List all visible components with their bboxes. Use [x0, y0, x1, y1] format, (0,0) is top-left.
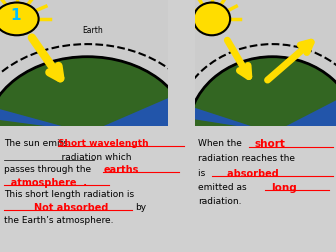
Circle shape — [194, 3, 230, 35]
Circle shape — [0, 57, 188, 208]
Text: When the: When the — [198, 139, 245, 148]
Text: Not absorbed: Not absorbed — [34, 203, 108, 213]
Text: emitted as: emitted as — [198, 183, 249, 192]
Text: 1: 1 — [10, 8, 20, 23]
Wedge shape — [188, 119, 272, 207]
Text: earths: earths — [103, 165, 139, 175]
Text: long: long — [271, 183, 297, 193]
Text: by: by — [135, 203, 146, 212]
Text: is: is — [198, 169, 208, 178]
Text: Earth: Earth — [82, 26, 103, 35]
Wedge shape — [0, 119, 87, 207]
Text: short: short — [254, 139, 285, 149]
Text: passes through the: passes through the — [4, 165, 94, 174]
Text: absorbed: absorbed — [217, 169, 289, 179]
Text: radiation.: radiation. — [198, 197, 241, 206]
Text: The sun emits: The sun emits — [4, 139, 71, 148]
Text: the Earth’s atmosphere.: the Earth’s atmosphere. — [4, 216, 113, 225]
Text: radiation reaches the: radiation reaches the — [198, 154, 295, 163]
Circle shape — [188, 57, 336, 208]
Text: radiation which: radiation which — [4, 153, 131, 162]
Text: Short wavelength: Short wavelength — [58, 139, 149, 148]
Wedge shape — [0, 57, 175, 132]
Text: atmosphere  .: atmosphere . — [4, 178, 87, 188]
Wedge shape — [193, 57, 336, 132]
Text: This short length radiation is: This short length radiation is — [4, 190, 134, 199]
Circle shape — [0, 3, 39, 35]
